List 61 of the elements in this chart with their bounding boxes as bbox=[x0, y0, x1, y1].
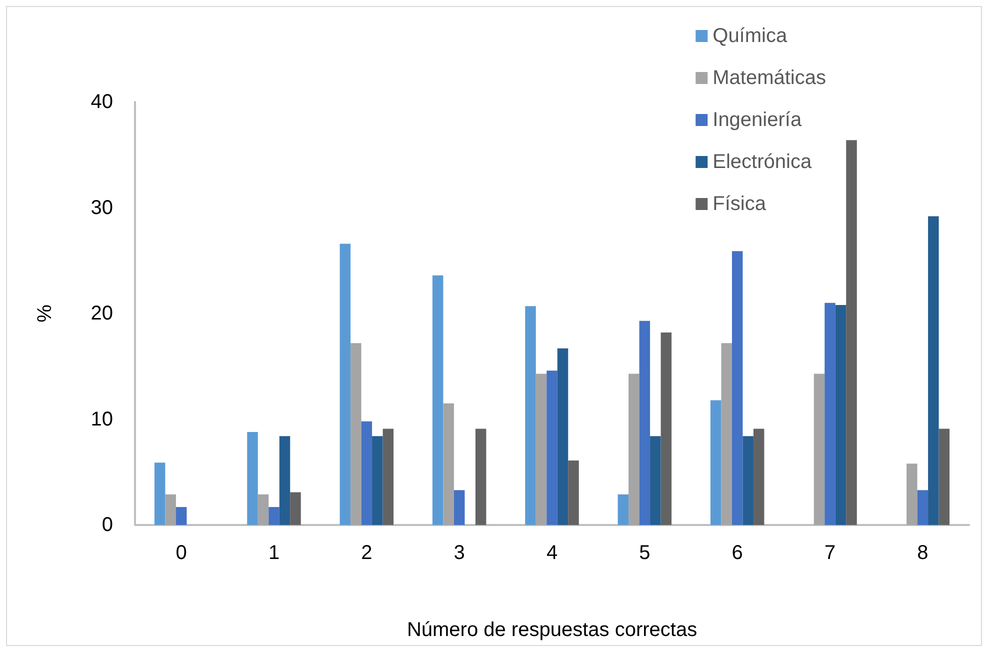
bar bbox=[176, 507, 187, 525]
bar bbox=[525, 306, 536, 525]
x-tick-label: 1 bbox=[268, 542, 280, 564]
y-tick-label: 0 bbox=[102, 514, 113, 536]
bar bbox=[443, 403, 454, 525]
x-tick-label: 4 bbox=[546, 542, 558, 564]
bar bbox=[938, 428, 950, 525]
bar bbox=[258, 494, 269, 525]
bar bbox=[824, 302, 836, 525]
bar bbox=[814, 374, 825, 525]
bar bbox=[710, 400, 722, 525]
bar bbox=[618, 494, 629, 525]
bar bbox=[165, 494, 176, 525]
bar bbox=[361, 421, 372, 525]
bar bbox=[382, 428, 394, 525]
y-tick-label: 20 bbox=[90, 302, 113, 324]
x-tick-label: 6 bbox=[732, 542, 743, 564]
x-tick-label: 0 bbox=[176, 542, 187, 564]
legend-label: Electrónica bbox=[712, 151, 812, 173]
bar bbox=[279, 436, 290, 525]
x-axis-title: Número de respuestas correctas bbox=[406, 619, 698, 641]
bar bbox=[350, 343, 362, 525]
bar bbox=[340, 244, 351, 525]
bar bbox=[475, 428, 486, 525]
x-tick-label: 2 bbox=[361, 542, 372, 564]
bar bbox=[928, 216, 939, 525]
x-tick-label: 3 bbox=[454, 542, 465, 564]
x-tick-label: 5 bbox=[639, 542, 650, 564]
y-axis-title: % bbox=[34, 304, 56, 322]
y-tick-label: 40 bbox=[90, 91, 113, 113]
bar bbox=[742, 436, 754, 525]
bar bbox=[247, 432, 258, 525]
bar bbox=[650, 436, 661, 525]
bar bbox=[536, 374, 547, 525]
bar bbox=[846, 140, 857, 525]
bar bbox=[372, 436, 383, 525]
legend-label: Física bbox=[712, 193, 767, 215]
bar bbox=[906, 464, 918, 525]
bar bbox=[917, 490, 928, 525]
bar bbox=[154, 462, 166, 525]
bar bbox=[290, 492, 301, 525]
y-tick-label: 10 bbox=[90, 408, 113, 430]
bar bbox=[639, 320, 650, 525]
bar bbox=[568, 460, 579, 525]
bar bbox=[432, 275, 444, 525]
bar bbox=[557, 348, 568, 525]
bar bbox=[268, 507, 280, 525]
y-tick-label: 30 bbox=[90, 196, 113, 219]
bar bbox=[753, 428, 764, 525]
bar bbox=[454, 490, 465, 525]
legend-label: Química bbox=[712, 25, 788, 47]
bar bbox=[546, 370, 558, 525]
x-tick-label: 7 bbox=[824, 542, 836, 564]
x-tick-label: 8 bbox=[917, 542, 928, 564]
bar bbox=[732, 251, 743, 525]
bar bbox=[835, 305, 846, 525]
legend-label: Ingeniería bbox=[712, 109, 802, 131]
bar bbox=[660, 332, 672, 525]
bar bbox=[721, 343, 732, 525]
legend-label: Matemáticas bbox=[712, 67, 826, 89]
bar bbox=[628, 374, 640, 525]
